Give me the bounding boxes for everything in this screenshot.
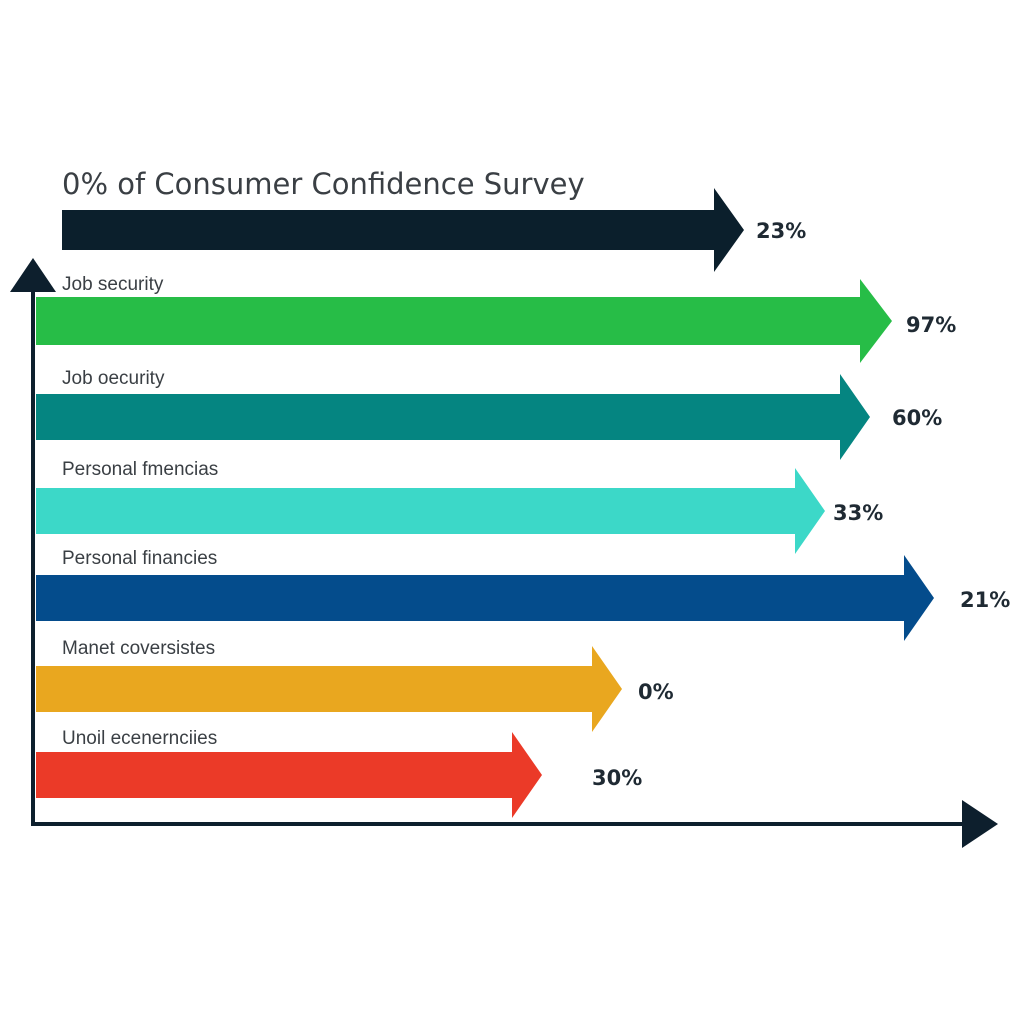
bar-category-label: Personal financies [62, 548, 217, 569]
chart-title: 0% of Consumer Confidence Survey [62, 167, 585, 201]
bar-value-label: 97% [906, 313, 956, 337]
bar [36, 374, 870, 460]
bar [36, 468, 825, 554]
bars-group: Job security 97% Job oecurity 60% Personal f… [36, 274, 1010, 818]
bar-value-label: 21% [960, 588, 1010, 612]
header-bar [62, 188, 744, 272]
bar-category-label: Job security [62, 274, 164, 295]
bar-value-label: 60% [892, 406, 942, 430]
bar [36, 646, 622, 732]
bar-category-label: Manet coversistes [62, 638, 215, 659]
header-bar-value-label: 23% [756, 219, 806, 243]
bar-value-label: 0% [638, 680, 674, 704]
bar-value-label: 30% [592, 766, 642, 790]
bar-category-label: Job oecurity [62, 368, 165, 389]
x-axis-arrowhead [962, 800, 998, 848]
bar [36, 732, 542, 818]
axes [10, 258, 998, 848]
bar-category-label: Personal fmencias [62, 459, 218, 480]
header-bar-group: 23% [62, 188, 806, 272]
bar [36, 555, 934, 641]
bar [36, 279, 892, 363]
y-axis-arrowhead [10, 258, 56, 292]
bar-category-label: Unoil ecenernciies [62, 728, 217, 749]
bar-value-label: 33% [833, 501, 883, 525]
